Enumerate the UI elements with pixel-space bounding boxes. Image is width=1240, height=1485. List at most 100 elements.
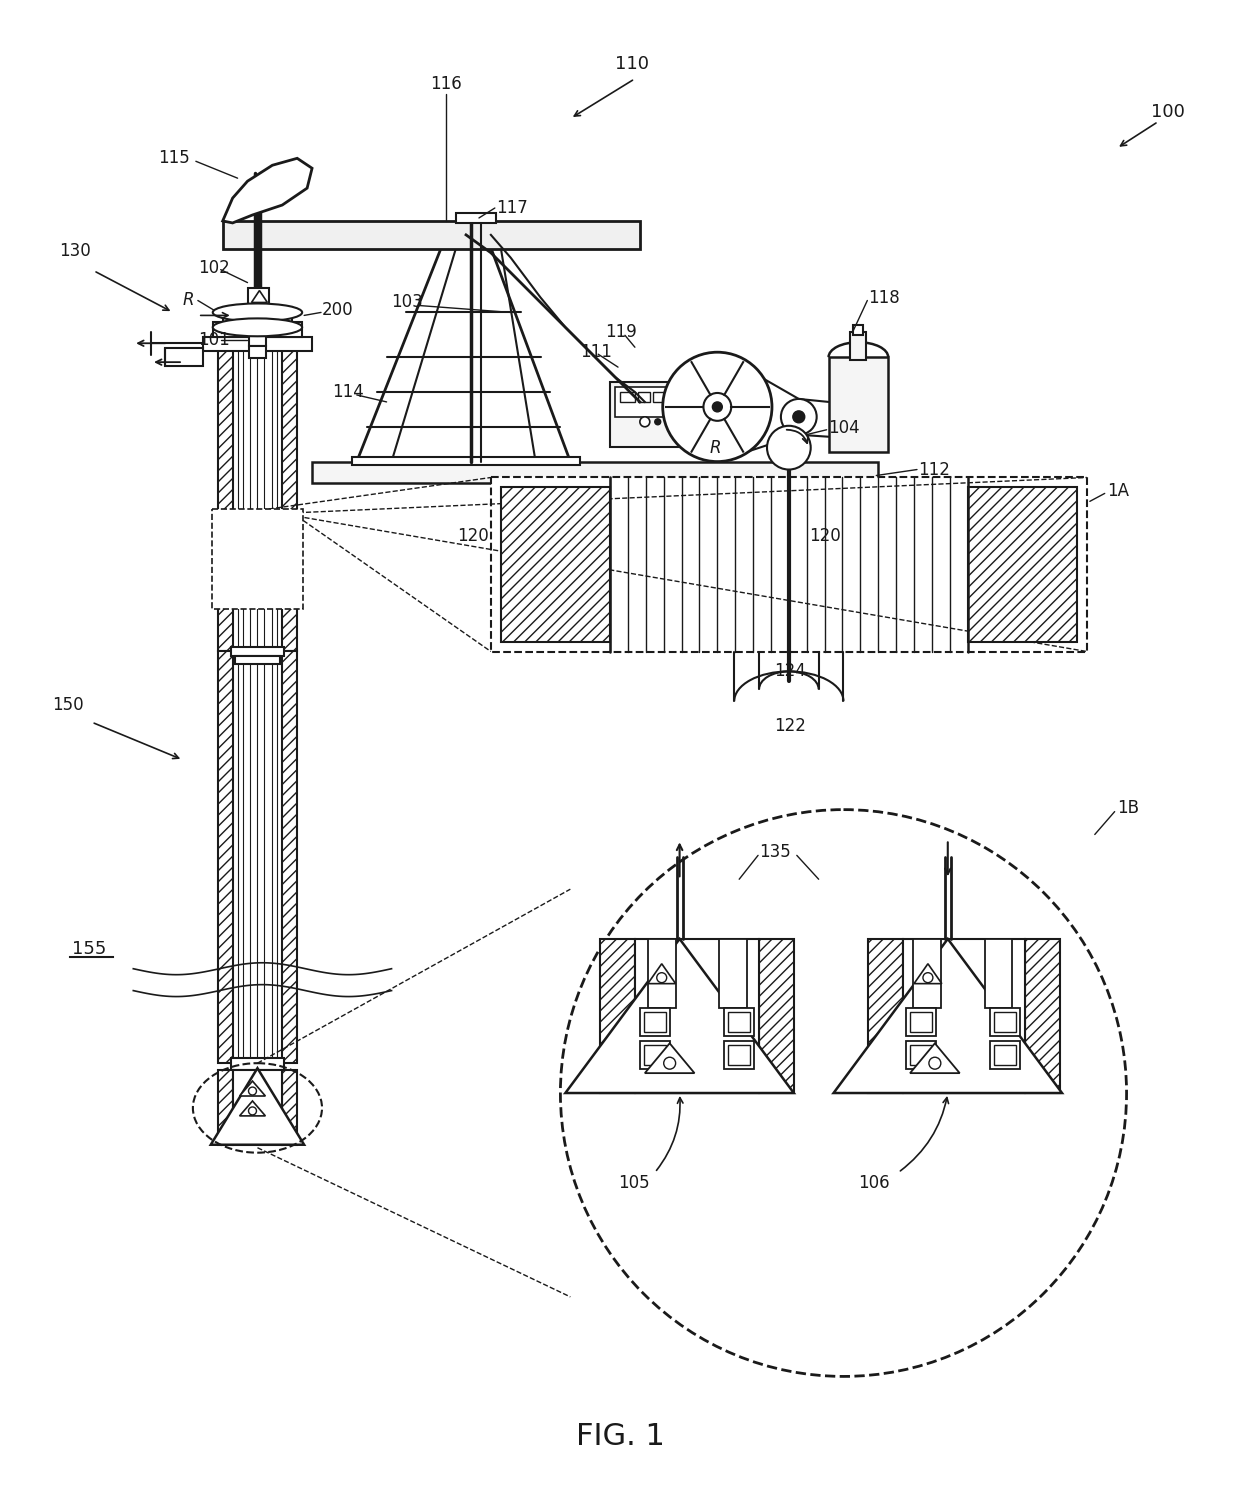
Bar xyxy=(600,939,635,1093)
Bar xyxy=(231,646,284,656)
Bar xyxy=(283,650,298,1063)
Bar xyxy=(903,939,1025,1093)
Bar xyxy=(985,939,1012,1008)
Bar xyxy=(212,509,303,609)
Text: 100: 100 xyxy=(1152,102,1185,120)
Text: 103: 103 xyxy=(392,294,423,312)
Text: 122: 122 xyxy=(774,717,806,735)
Bar xyxy=(851,333,867,361)
Polygon shape xyxy=(833,939,1061,1093)
Circle shape xyxy=(560,809,1127,1377)
Text: FIG. 1: FIG. 1 xyxy=(575,1421,665,1451)
Bar xyxy=(640,1041,670,1069)
Bar xyxy=(728,1045,750,1065)
Polygon shape xyxy=(252,291,268,303)
Bar xyxy=(620,392,635,402)
Bar xyxy=(828,358,888,451)
Polygon shape xyxy=(565,939,794,1093)
Bar xyxy=(203,337,312,352)
Text: 200: 200 xyxy=(322,301,353,319)
Text: 1A: 1A xyxy=(1107,483,1128,500)
Text: 102: 102 xyxy=(198,258,229,276)
Text: 105: 105 xyxy=(618,1173,650,1191)
Bar xyxy=(218,350,233,650)
Text: 120: 120 xyxy=(808,527,841,545)
Bar xyxy=(165,347,203,367)
Bar xyxy=(312,462,878,484)
Text: 111: 111 xyxy=(580,343,613,361)
Text: 150: 150 xyxy=(52,696,83,714)
Bar xyxy=(644,1045,666,1065)
Bar xyxy=(218,650,233,1063)
Bar xyxy=(233,1071,283,1145)
Bar xyxy=(967,487,1076,642)
Polygon shape xyxy=(211,1068,304,1145)
Bar xyxy=(213,322,303,337)
Bar xyxy=(248,288,269,306)
Text: 117: 117 xyxy=(496,199,527,217)
Text: 101: 101 xyxy=(198,331,229,349)
Circle shape xyxy=(662,352,773,462)
Bar xyxy=(910,1013,932,1032)
Bar xyxy=(724,1041,754,1069)
Polygon shape xyxy=(239,1081,265,1096)
Bar xyxy=(640,1008,670,1037)
Circle shape xyxy=(663,1057,676,1069)
Bar xyxy=(853,325,863,336)
Bar xyxy=(637,392,650,402)
Circle shape xyxy=(781,399,817,435)
Ellipse shape xyxy=(213,318,303,336)
Ellipse shape xyxy=(213,303,303,321)
Text: 118: 118 xyxy=(868,288,900,306)
Circle shape xyxy=(712,402,723,411)
Bar xyxy=(728,1013,750,1032)
Bar xyxy=(223,221,640,249)
Bar xyxy=(491,478,1086,652)
Bar xyxy=(248,334,267,346)
Polygon shape xyxy=(910,1044,960,1074)
Circle shape xyxy=(657,973,667,983)
Polygon shape xyxy=(239,1100,265,1115)
Circle shape xyxy=(923,973,932,983)
Text: 115: 115 xyxy=(159,150,190,168)
Text: 135: 135 xyxy=(759,843,791,861)
Bar xyxy=(759,939,794,1093)
Bar xyxy=(1025,939,1060,1093)
Text: 120: 120 xyxy=(458,527,489,545)
Bar xyxy=(231,1059,284,1071)
Text: 155: 155 xyxy=(72,940,107,958)
Bar xyxy=(868,939,903,1093)
Circle shape xyxy=(929,1057,941,1069)
Bar xyxy=(724,1008,754,1037)
Bar xyxy=(994,1045,1017,1065)
Text: 130: 130 xyxy=(58,242,91,260)
Circle shape xyxy=(655,419,661,425)
Polygon shape xyxy=(914,964,942,983)
Bar xyxy=(991,1041,1021,1069)
Bar xyxy=(456,212,496,223)
Circle shape xyxy=(640,417,650,426)
Text: 124: 124 xyxy=(774,662,806,680)
Bar xyxy=(234,656,280,664)
Bar xyxy=(910,1045,932,1065)
Bar xyxy=(667,392,682,402)
Text: 106: 106 xyxy=(858,1173,890,1191)
Circle shape xyxy=(792,411,805,423)
Circle shape xyxy=(248,1106,257,1115)
Text: R: R xyxy=(709,438,720,457)
Bar xyxy=(223,307,293,324)
Bar xyxy=(283,1071,298,1145)
Bar xyxy=(906,1008,936,1037)
Text: 119: 119 xyxy=(605,324,637,342)
Text: 114: 114 xyxy=(332,383,363,401)
Bar xyxy=(647,939,676,1008)
Bar xyxy=(615,388,694,417)
Bar xyxy=(352,456,580,465)
Text: 1B: 1B xyxy=(1117,799,1138,817)
Text: R: R xyxy=(182,291,193,309)
Polygon shape xyxy=(647,964,676,983)
Bar xyxy=(991,1008,1021,1037)
Bar xyxy=(652,392,665,402)
Bar xyxy=(635,939,759,1093)
Circle shape xyxy=(703,394,732,420)
